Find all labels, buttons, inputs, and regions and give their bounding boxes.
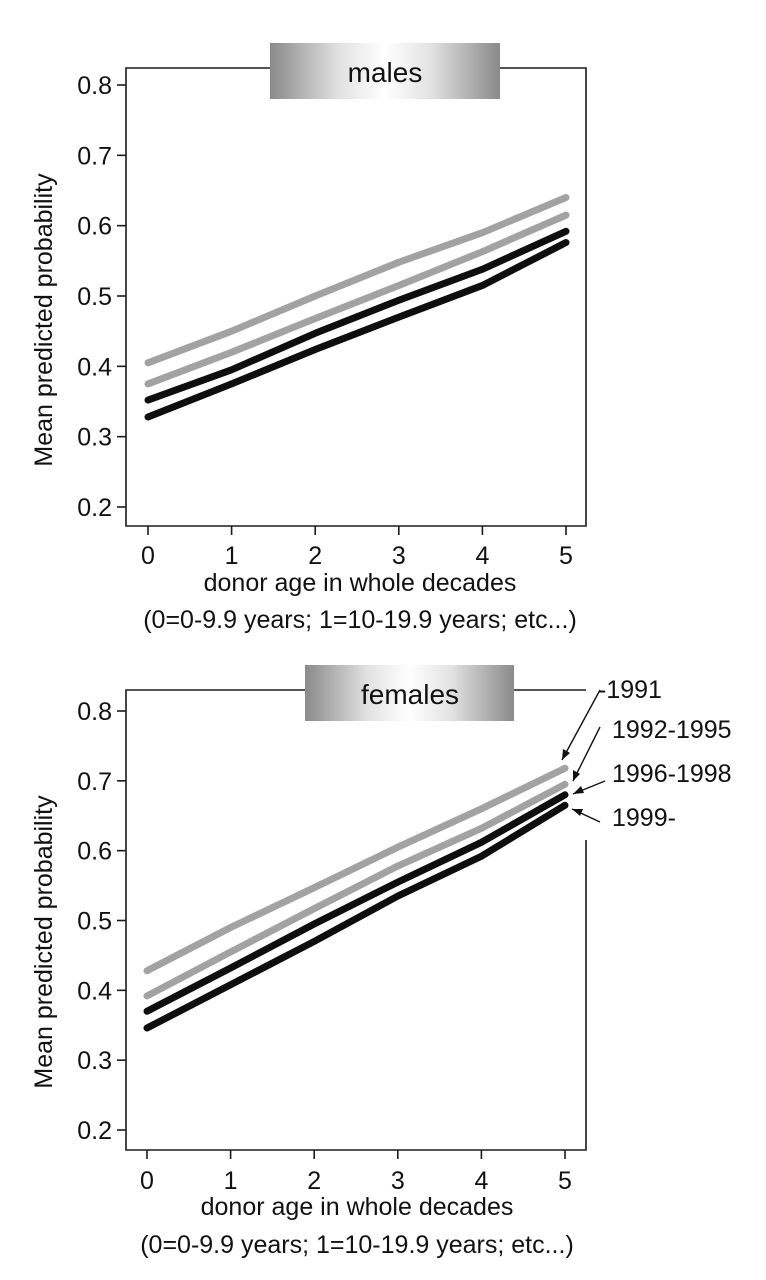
y-tick-label: 0.8 (77, 698, 112, 726)
legend-label: 1992-1995 (612, 716, 732, 744)
y-tick-label: 0.4 (77, 977, 112, 1005)
title-box (305, 665, 514, 721)
series-lines (143, 764, 569, 1032)
x-axis: 0 1 2 3 4 5 (140, 1150, 572, 1195)
legend-arrowhead (573, 770, 580, 781)
y-tick-label: 0.5 (77, 908, 112, 936)
legend-arrowhead (573, 786, 584, 794)
plot-frame (125, 67, 587, 527)
x-axis-label: donor age in whole decades (201, 1193, 514, 1221)
x-tick-label: 5 (558, 1167, 572, 1195)
series-line-1991 (143, 764, 569, 975)
title-box (270, 43, 500, 99)
x-tick-label: 3 (391, 1167, 405, 1195)
chart-title: males (348, 57, 423, 88)
y-tick-label: 0.3 (77, 1047, 112, 1075)
y-tick-label: 0.7 (77, 142, 112, 170)
legend-arrow (572, 726, 601, 782)
y-tick-label: 0.2 (77, 1117, 112, 1145)
y-tick-label: 0.7 (77, 768, 112, 796)
x-tick-label: 0 (140, 1167, 154, 1195)
y-tick-label: 0.3 (77, 424, 112, 452)
x-tick-label: 4 (475, 542, 489, 570)
x-axis-note: (0=0-9.9 years; 1=10-19.9 years; etc...) (143, 606, 577, 634)
series-line-1996-1998 (143, 791, 569, 1015)
x-tick-label: 0 (141, 542, 155, 570)
legend-label: 1996-1998 (612, 760, 732, 788)
legend: -1991 1992-1995 1996-1998 1999- (561, 676, 732, 832)
plot-frame (125, 689, 587, 1151)
x-tick-label: 1 (225, 542, 239, 570)
y-axis-label: Mean predicted probability (30, 173, 58, 467)
y-tick-label: 0.6 (77, 213, 112, 241)
y-axis: 0.2 0.3 0.4 0.5 0.6 0.7 0.8 (77, 698, 126, 1145)
x-tick-label: 2 (307, 1167, 321, 1195)
x-tick-label: 2 (308, 542, 322, 570)
x-tick-label: 1 (224, 1167, 238, 1195)
y-tick-label: 0.6 (77, 838, 112, 866)
males-panel: males Mean predicted probability 0.20.30… (30, 43, 587, 634)
series-line-1999 (143, 801, 569, 1032)
series-line-1992-1995 (144, 211, 570, 388)
legend-arrow (561, 689, 601, 761)
x-axis-label: donor age in whole decades (204, 569, 517, 597)
legend-label: -1991 (598, 676, 662, 704)
y-tick-label: 0.4 (77, 353, 112, 381)
legend-arrowhead (572, 809, 583, 816)
x-tick-label: 3 (392, 542, 406, 570)
series-line-1999 (144, 239, 570, 421)
y-tick-label: 0.2 (77, 494, 112, 522)
y-tick-label: 0.5 (77, 283, 112, 311)
series-line-1992-1995 (143, 780, 569, 1000)
series-line-1996-1998 (144, 227, 570, 404)
legend-arrowhead (562, 749, 570, 760)
x-axis: 0 1 2 3 4 5 (141, 526, 573, 570)
x-tick-label: 4 (474, 1167, 488, 1195)
y-axis: 0.2 0.3 0.4 0.5 0.6 0.7 0.8 (77, 72, 126, 522)
x-tick-label: 5 (559, 542, 573, 570)
legend-label: 1999- (612, 804, 676, 832)
y-axis-label: Mean predicted probability (30, 795, 58, 1089)
chart-title: females (361, 679, 459, 710)
females-panel: females Mean predicted probability 0.20.… (30, 665, 732, 1259)
series-lines (144, 194, 570, 421)
y-tick-label: 0.8 (77, 72, 112, 100)
series-line-1991 (144, 194, 570, 367)
x-axis-note: (0=0-9.9 years; 1=10-19.9 years; etc...) (140, 1231, 574, 1259)
